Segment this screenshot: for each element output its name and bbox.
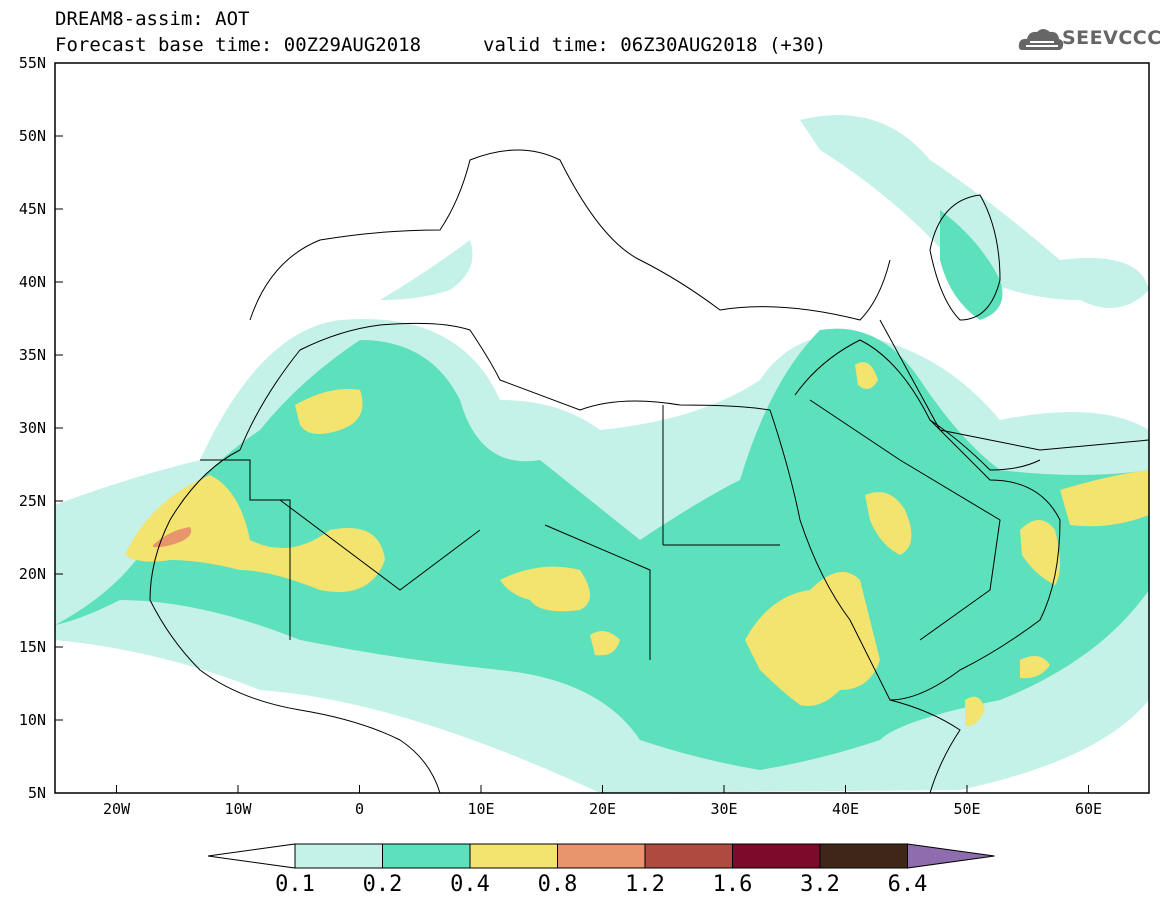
colorbar-over-arrow	[907, 843, 995, 869]
colorbar-label: 6.4	[887, 872, 928, 897]
lat-label: 20N	[18, 565, 46, 583]
coastline-arabia	[794, 339, 1061, 701]
coastline-africa-north	[239, 322, 771, 451]
aot-band-0.4	[1060, 470, 1149, 527]
aot-band-0.1	[380, 240, 473, 300]
lon-label: 50E	[953, 800, 981, 818]
coastline-europe	[249, 149, 891, 321]
lat-label: 40N	[18, 273, 46, 291]
lon-label: 0	[354, 800, 365, 818]
cloud-icon	[1018, 29, 1064, 51]
coastline-africa-west	[149, 449, 441, 793]
aot-band-0.4	[500, 566, 590, 612]
lon-label: 40E	[831, 800, 860, 818]
aot-band-0.4	[295, 389, 363, 434]
lon-label: 30E	[710, 800, 738, 818]
colorbar-label: 0.2	[362, 872, 403, 897]
lat-label: 15N	[18, 638, 46, 656]
aot-band-0.8	[153, 527, 192, 548]
lat-label: 50N	[18, 127, 46, 145]
aot-band-0.4	[965, 696, 985, 726]
aot-band-0.4	[1020, 520, 1060, 585]
colorbar-label: 0.1	[275, 872, 315, 897]
aot-band-0.1	[800, 115, 1149, 308]
aot-band-0.4	[855, 362, 878, 389]
colorbar-label: 1.6	[712, 872, 753, 897]
colorbar-segment	[294, 843, 383, 869]
lat-label: 55N	[18, 54, 46, 72]
colorbar-under-arrow	[207, 843, 296, 869]
coastline-persian-gulf	[929, 419, 1041, 471]
colorbar-segment	[469, 843, 558, 869]
lat-label: 5N	[27, 784, 46, 802]
valid-time: valid time: 06Z30AUG2018 (+30)	[483, 34, 827, 56]
border-iran	[879, 319, 1149, 451]
lon-label: 60E	[1074, 800, 1103, 818]
lat-label: 25N	[18, 492, 46, 510]
colorbar-segment	[819, 843, 908, 869]
forecast-base-time: Forecast base time: 00Z29AUG2018	[55, 34, 422, 56]
colorbar-label: 3.2	[800, 872, 840, 897]
axis-ticks	[55, 62, 1089, 794]
colorbar-label: 1.2	[625, 872, 665, 897]
colorbar-segment	[382, 843, 471, 869]
lon-label: 20W	[102, 800, 131, 818]
lat-label: 30N	[18, 419, 46, 437]
aot-band-0.2	[940, 210, 1003, 320]
map-title: DREAM8-assim: AOT	[55, 8, 250, 30]
lon-label: 20E	[588, 800, 617, 818]
border-mauritania	[200, 459, 291, 640]
logo-text: SEEVCCC	[1062, 27, 1162, 49]
colorbar-segment	[557, 843, 646, 869]
lat-label: 10N	[18, 711, 46, 729]
lon-label: 10E	[467, 800, 495, 818]
aot-band-0.4	[1020, 656, 1050, 679]
colorbar-label: 0.8	[537, 872, 578, 897]
border-mali-algeria	[279, 499, 481, 591]
lat-label: 45N	[18, 200, 46, 218]
border-chad	[544, 524, 651, 660]
aot-band-0.4	[745, 572, 880, 706]
coastline-caspian	[929, 194, 1001, 321]
colorbar	[207, 843, 995, 869]
aot-band-0.4	[590, 631, 620, 656]
colorbar-segment	[732, 843, 821, 869]
aot-band-0.4	[125, 475, 385, 592]
lat-label: 35N	[18, 346, 46, 364]
lon-label: 10W	[224, 800, 252, 818]
coastline-red-sea-west	[769, 409, 961, 793]
aot-band-0.4	[865, 492, 912, 555]
colorbar-label: 0.4	[450, 872, 490, 897]
colorbar-segment	[644, 843, 733, 869]
border-saudi	[809, 399, 1001, 641]
